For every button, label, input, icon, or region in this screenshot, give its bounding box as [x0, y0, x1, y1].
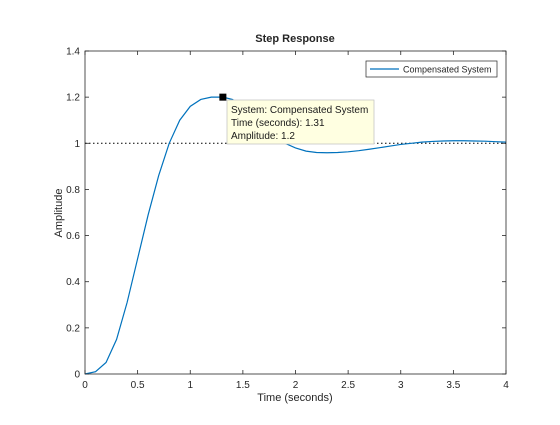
y-tick-label: 1 — [74, 139, 80, 150]
y-axis-title: Amplitude — [53, 189, 65, 238]
datatip[interactable]: System: Compensated System Time (seconds… — [226, 99, 375, 145]
x-tick-label: 2.5 — [341, 380, 355, 391]
y-tick-label: 1.4 — [66, 47, 80, 58]
x-tick-label: 2 — [293, 380, 299, 391]
datatip-time: Time (seconds): 1.31 — [231, 118, 325, 129]
y-tick-label: 1.2 — [66, 93, 80, 104]
datatip-box — [226, 99, 375, 145]
x-tick-label: 3 — [398, 380, 404, 391]
x-tick-label: 0.5 — [131, 380, 145, 391]
datatip-system: System: Compensated System — [231, 105, 368, 116]
chart-title: Step Response — [255, 33, 334, 45]
datatip-marker[interactable] — [219, 93, 227, 101]
x-axis-title: Time (seconds) — [257, 392, 332, 404]
legend-label: Compensated System — [403, 65, 492, 75]
datatip-amplitude: Amplitude: 1.2 — [231, 131, 295, 142]
axes-box — [84, 50, 507, 375]
y-tick-label: 0.2 — [66, 323, 80, 334]
x-tick-label: 4 — [503, 380, 509, 391]
y-tick-label: 0.8 — [66, 185, 80, 196]
y-tick-label: 0 — [74, 370, 80, 381]
y-tick-label: 0.6 — [66, 231, 80, 242]
x-tick-label: 1.5 — [236, 380, 250, 391]
y-tick-label: 0.4 — [66, 277, 80, 288]
legend[interactable]: Compensated System — [365, 60, 498, 78]
series-line-compensated-system[interactable] — [84, 96, 507, 375]
legend-box — [365, 60, 498, 78]
x-tick-label: 0 — [82, 380, 88, 391]
x-tick-label: 1 — [187, 380, 193, 391]
x-tick-label: 3.5 — [446, 380, 460, 391]
